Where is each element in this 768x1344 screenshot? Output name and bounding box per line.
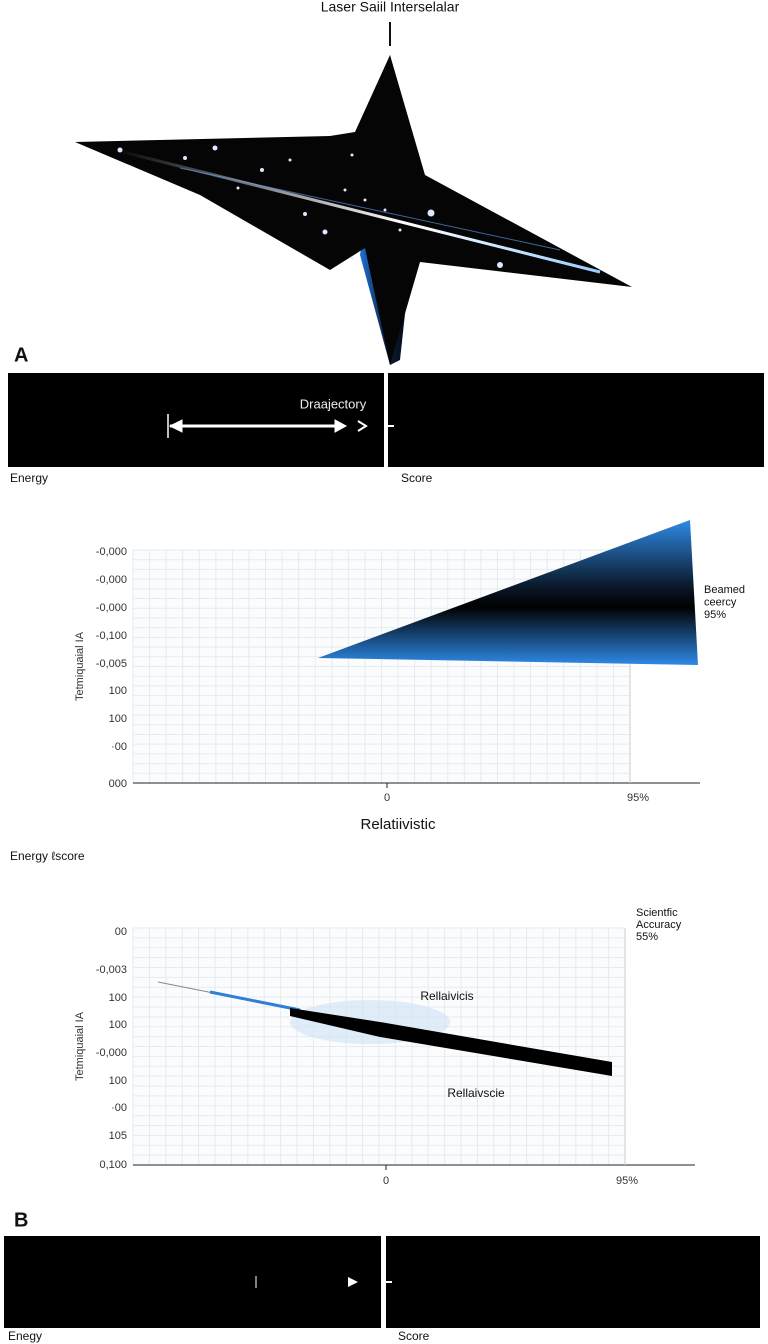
y-tick-label: 000 (109, 778, 127, 790)
caption: Enegy (8, 1329, 42, 1343)
sail-illustration (75, 55, 632, 365)
y-tick-label: 100 (109, 713, 127, 725)
y-tick-label: 100 (109, 992, 127, 1004)
y-tick-label: 100 (109, 1019, 127, 1031)
panel-label: A (14, 344, 28, 366)
y-tick-label: ·00 (111, 1102, 127, 1114)
x-tick-label: 0 (383, 1175, 389, 1187)
annotation: Beamed (704, 584, 745, 596)
x-axis-title: Relatiivistic (360, 816, 436, 833)
annotation: ceercy (704, 596, 737, 608)
y-tick-label: 00 (115, 926, 127, 938)
caption: Score (401, 471, 433, 485)
annotation: 95% (704, 609, 726, 621)
caption: Score (398, 1329, 430, 1343)
y-tick-label: -0,000 (96, 1047, 127, 1059)
y-axis-title: Tetmiquaial IA (74, 1011, 86, 1081)
panel (388, 373, 764, 467)
caption: Energy ℓscore (10, 849, 85, 863)
x-tick-label: 0 (384, 792, 390, 804)
y-tick-label: 100 (109, 1075, 127, 1087)
trajectory-arrow (40, 1276, 392, 1288)
panel (8, 373, 384, 467)
y-axis-title: Tetmiquaial IA (74, 631, 86, 701)
panel (386, 1236, 760, 1328)
annotation: Accuracy (636, 919, 682, 931)
trajectory-band (157, 981, 613, 1076)
y-tick-label: 100 (109, 685, 127, 697)
chart: 00 -0,003 100 100 -0,000 100 ·00 105 0,100 0 95% Te… (74, 926, 695, 1187)
annotation: Scientfic (636, 907, 678, 919)
note: Rellaivscie (447, 1086, 505, 1100)
annotation: Draajectory (300, 396, 367, 411)
y-tick-label: -0,100 (96, 630, 127, 642)
note: Rellaivicis (420, 989, 473, 1003)
y-tick-label: 105 (109, 1130, 127, 1142)
y-tick-label: 0,100 (99, 1159, 127, 1171)
x-tick-label: 95% (616, 1175, 638, 1187)
beam-wedge (318, 520, 698, 665)
trajectory-arrow (167, 414, 394, 438)
y-tick-label: -0,000 (96, 574, 127, 586)
title: Laser Saiil Interselalar (321, 0, 460, 15)
y-tick-label: -0,005 (96, 658, 127, 670)
y-tick-label: -0,000 (96, 602, 127, 614)
y-tick-label: -0,003 (96, 964, 127, 976)
y-tick-label: ·00 (111, 741, 127, 753)
annotation: 55% (636, 931, 658, 943)
y-tick-label: -0,000 (96, 546, 127, 558)
x-tick-label: 95% (627, 792, 649, 804)
panel-label: B (14, 1209, 28, 1231)
caption: Energy (10, 471, 48, 485)
